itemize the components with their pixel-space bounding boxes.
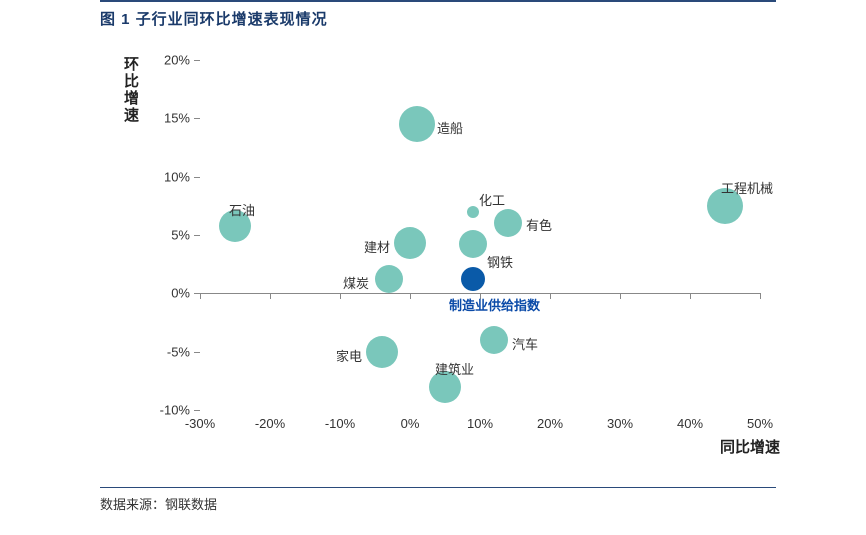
bubble-label: 制造业供给指数	[449, 295, 540, 314]
bubble-point	[399, 106, 435, 142]
chart-title-bar: 图 1 子行业同环比增速表现情况	[100, 0, 776, 33]
x-tick	[410, 293, 411, 299]
bubble-point	[461, 267, 485, 291]
y-tick-label: 15%	[164, 111, 190, 126]
x-tick-label: 0%	[401, 416, 420, 431]
y-tick	[194, 293, 200, 294]
y-tick	[194, 118, 200, 119]
x-tick	[340, 293, 341, 299]
x-tick-label: 40%	[677, 416, 703, 431]
x-tick-label: 50%	[747, 416, 773, 431]
x-tick	[550, 293, 551, 299]
y-tick	[194, 352, 200, 353]
source-label: 数据来源：	[100, 497, 165, 512]
y-axis-spine	[200, 60, 201, 410]
y-tick	[194, 235, 200, 236]
x-axis-title: 同比增速	[720, 436, 780, 457]
y-tick-label: 5%	[171, 228, 190, 243]
x-tick	[620, 293, 621, 299]
y-tick	[194, 410, 200, 411]
bubble-label: 石油	[229, 200, 255, 219]
bubble-point	[459, 230, 487, 258]
bubble-label: 造船	[437, 118, 463, 137]
bubble-label: 家电	[336, 346, 362, 365]
bubble-point	[467, 206, 479, 218]
bubble-label: 建筑业	[435, 359, 474, 378]
bubble-label: 建材	[364, 237, 390, 256]
bubble-label: 化工	[479, 190, 505, 209]
y-tick-label: -10%	[160, 403, 190, 418]
source-value: 钢联数据	[165, 497, 217, 512]
y-tick-label: 10%	[164, 169, 190, 184]
y-tick	[194, 177, 200, 178]
bubble-point	[375, 265, 403, 293]
x-tick-label: -30%	[185, 416, 215, 431]
bubble-label: 钢铁	[487, 252, 513, 271]
bubble-point	[366, 336, 398, 368]
x-tick-label: 30%	[607, 416, 633, 431]
y-tick-label: 20%	[164, 53, 190, 68]
source-bar: 数据来源：钢联数据	[100, 487, 776, 513]
x-tick-label: 10%	[467, 416, 493, 431]
x-tick	[690, 293, 691, 299]
y-tick-label: -5%	[167, 344, 190, 359]
x-tick-label: -20%	[255, 416, 285, 431]
bubble-label: 工程机械	[721, 178, 773, 197]
chart-title: 图 1 子行业同环比增速表现情况	[100, 11, 328, 28]
x-tick-label: 20%	[537, 416, 563, 431]
y-tick	[194, 60, 200, 61]
bubble-label: 有色	[526, 215, 552, 234]
bubble-chart: -30%-20%-10%0%10%20%30%40%50%-10%-5%0%5%…	[180, 50, 780, 450]
x-tick	[200, 293, 201, 299]
bubble-label: 煤炭	[343, 273, 369, 292]
y-axis-title: 环比增速	[120, 56, 141, 124]
bubble-point	[494, 209, 522, 237]
x-tick-label: -10%	[325, 416, 355, 431]
x-tick	[760, 293, 761, 299]
bubble-point	[480, 326, 508, 354]
bubble-point	[394, 227, 426, 259]
y-tick-label: 0%	[171, 286, 190, 301]
bubble-label: 汽车	[512, 334, 538, 353]
x-tick	[270, 293, 271, 299]
